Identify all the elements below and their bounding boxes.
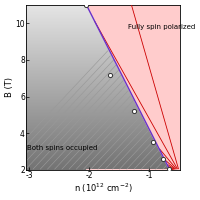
X-axis label: n (10$^{12}$ cm$^{-2}$): n (10$^{12}$ cm$^{-2}$) — [74, 182, 132, 195]
Text: Both spins occupied: Both spins occupied — [27, 145, 98, 151]
Polygon shape — [26, 5, 170, 170]
Y-axis label: B (T): B (T) — [5, 77, 14, 97]
Polygon shape — [86, 5, 180, 170]
Text: Fully spin polarized: Fully spin polarized — [128, 24, 196, 30]
